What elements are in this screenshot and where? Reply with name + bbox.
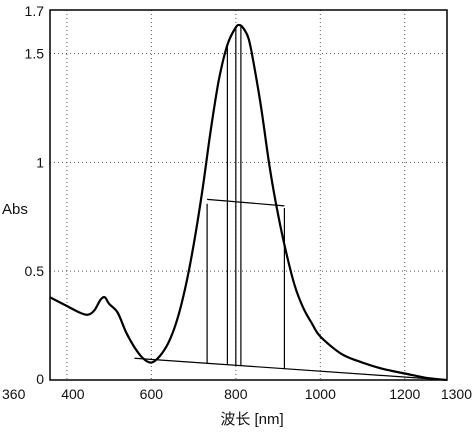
y-axis-label: Abs	[2, 201, 28, 218]
y-tick-label: 1.7	[25, 3, 45, 19]
x-tick-label: 1200	[389, 386, 420, 402]
x-tick-label: 800	[224, 386, 248, 402]
series-layer	[49, 23, 448, 382]
x-axis-label: 波长 [nm]	[220, 411, 283, 428]
annotation-lines	[134, 25, 448, 381]
x-tick-label: 1000	[305, 386, 336, 402]
y-tick-label: 0.5	[25, 263, 45, 279]
x-tick-label: 360	[2, 386, 26, 402]
half-height-line	[207, 198, 285, 207]
absorbance-series-line-0	[49, 23, 448, 382]
baseline-line	[134, 357, 448, 381]
y-tick-label: 1.5	[25, 46, 45, 62]
grid-lines	[50, 10, 447, 380]
x-tick-label: 400	[61, 386, 85, 402]
y-tick-labels: 0 0.5 1 1.5 1.7	[25, 3, 45, 387]
y-tick-label: 1	[36, 154, 44, 170]
y-tick-label: 0	[36, 371, 44, 387]
x-tick-label: 1300	[441, 386, 472, 402]
x-tick-label: 600	[140, 386, 164, 402]
plot-frame	[49, 9, 448, 381]
x-tick-labels: 360 400 600 800 1000 1200 1300	[2, 386, 472, 402]
